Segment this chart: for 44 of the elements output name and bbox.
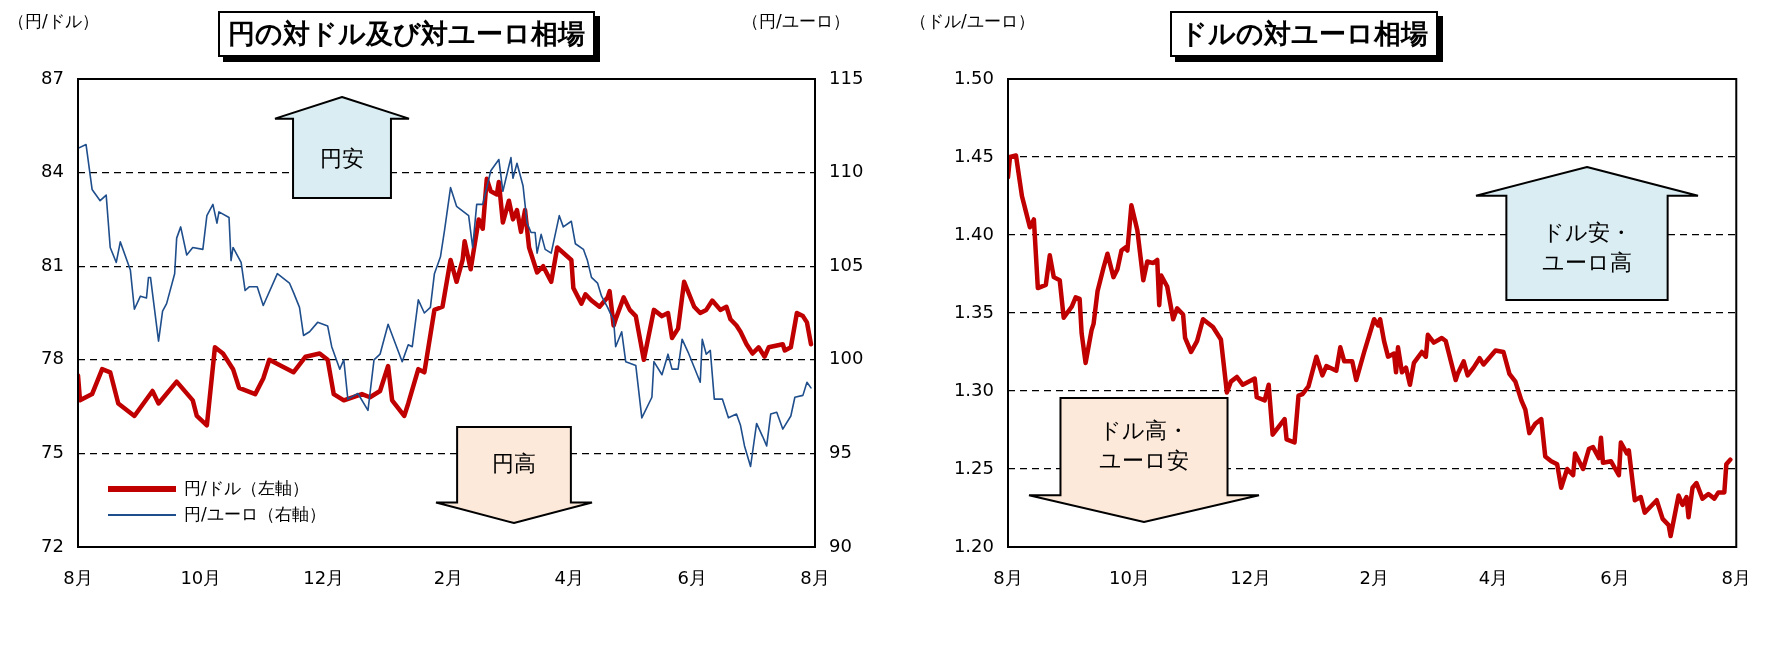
legend-label: 円/ドル（左軸） bbox=[184, 478, 309, 498]
annotation: 円安 bbox=[319, 144, 365, 173]
x-tick-label: 12月 bbox=[303, 567, 345, 589]
y2-tick-label: 100 bbox=[829, 347, 864, 369]
x-tick-label: 6月 bbox=[677, 567, 707, 589]
x-tick-label: 2月 bbox=[433, 567, 464, 589]
x-tick-label: 8月 bbox=[63, 567, 93, 589]
x-tick-label: 8月 bbox=[800, 567, 830, 589]
y-tick-label: 87 bbox=[41, 66, 64, 88]
y2-tick-label: 110 bbox=[829, 160, 864, 182]
y2-tick-label: 105 bbox=[829, 253, 864, 275]
y-tick-label: 1.45 bbox=[953, 144, 994, 166]
x-tick-label: 12月 bbox=[1230, 567, 1272, 589]
y2-axis-title: （円/ユーロ） bbox=[742, 10, 850, 33]
x-tick-label: 10月 bbox=[1108, 567, 1150, 589]
y-tick-label: 1.50 bbox=[953, 66, 994, 88]
y-tick-label: 1.20 bbox=[953, 534, 994, 556]
y-tick-label: 1.25 bbox=[953, 456, 994, 478]
x-tick-label: 4月 bbox=[1478, 567, 1509, 589]
y2-tick-label: 90 bbox=[829, 534, 852, 556]
y-tick-label: 84 bbox=[41, 160, 64, 182]
y2-tick-label: 95 bbox=[829, 441, 852, 463]
x-tick-label: 8月 bbox=[1721, 567, 1751, 589]
y-axis-title: （円/ドル） bbox=[8, 10, 99, 33]
x-tick-label: 4月 bbox=[554, 567, 585, 589]
annotation: ドル高・ユーロ安 bbox=[1097, 417, 1190, 476]
y-tick-label: 72 bbox=[41, 534, 64, 556]
y-tick-label: 1.35 bbox=[953, 300, 994, 322]
y-tick-label: 81 bbox=[41, 253, 64, 275]
x-tick-label: 10月 bbox=[180, 567, 222, 589]
x-tick-label: 2月 bbox=[1359, 567, 1389, 589]
y-tick-label: 1.30 bbox=[953, 378, 994, 400]
y-axis-title: （ドル/ユーロ） bbox=[910, 10, 1035, 33]
chart-title: ドルの対ユーロ相場 bbox=[1170, 11, 1438, 57]
legend-label: 円/ユーロ（右軸） bbox=[184, 504, 326, 524]
x-tick-label: 6月 bbox=[1600, 567, 1630, 589]
chart-title: 円の対ドル及び対ユーロ相場 bbox=[218, 11, 595, 57]
y2-tick-label: 115 bbox=[829, 66, 864, 88]
y-tick-label: 75 bbox=[41, 441, 64, 463]
x-tick-label: 8月 bbox=[993, 567, 1023, 589]
y-tick-label: 1.40 bbox=[953, 222, 994, 244]
annotation: 円高 bbox=[491, 450, 537, 479]
y-tick-label: 78 bbox=[41, 347, 64, 369]
annotation: ドル安・ユーロ高 bbox=[1540, 219, 1633, 278]
